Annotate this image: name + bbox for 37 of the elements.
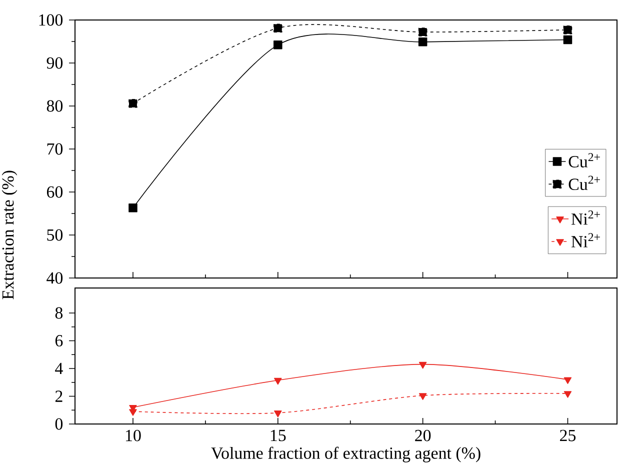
y-tick-label: 8	[55, 307, 63, 319]
legend-label: Ni$^{2+}$	[571, 233, 600, 248]
y-tick-label: 0	[55, 418, 63, 430]
legend-label: Cu$^{2+}$	[568, 176, 600, 190]
point	[128, 204, 138, 212]
x-axis-title: Volume fraction of extracting agent (%)	[211, 446, 480, 462]
point	[418, 28, 428, 36]
y-tick-label: 40	[46, 272, 63, 284]
x-tick-label: 25	[560, 430, 576, 442]
y-tick-label: 4	[55, 362, 63, 374]
point	[564, 377, 572, 384]
point	[274, 410, 282, 418]
point	[564, 391, 572, 398]
point	[274, 40, 282, 50]
y-tick-label: 100	[39, 14, 63, 26]
y-tick-label: 80	[46, 100, 63, 112]
x-tick-label: 10	[126, 430, 141, 442]
y-tick-label: 70	[47, 143, 63, 155]
y-tick-label: 90	[46, 57, 63, 69]
point	[418, 393, 427, 400]
point	[274, 24, 282, 33]
legend-label: Cu$^{2+}$	[568, 153, 600, 168]
x-tick-label: 20	[415, 430, 431, 442]
point	[418, 38, 428, 46]
point	[418, 362, 427, 369]
legend-label: Ni$^{2+}$	[571, 210, 600, 225]
y-tick-label: 60	[46, 186, 63, 198]
point	[274, 378, 282, 385]
y-tick-label: 50	[47, 229, 63, 241]
y-axis-title: Extraction rate (%)	[2, 170, 18, 300]
point	[563, 35, 572, 44]
point	[129, 409, 137, 416]
y-tick-label: 6	[55, 335, 63, 346]
y-tick-label: 2	[55, 390, 62, 402]
point	[563, 25, 572, 34]
point	[128, 99, 138, 108]
x-tick-label: 15	[270, 430, 286, 442]
